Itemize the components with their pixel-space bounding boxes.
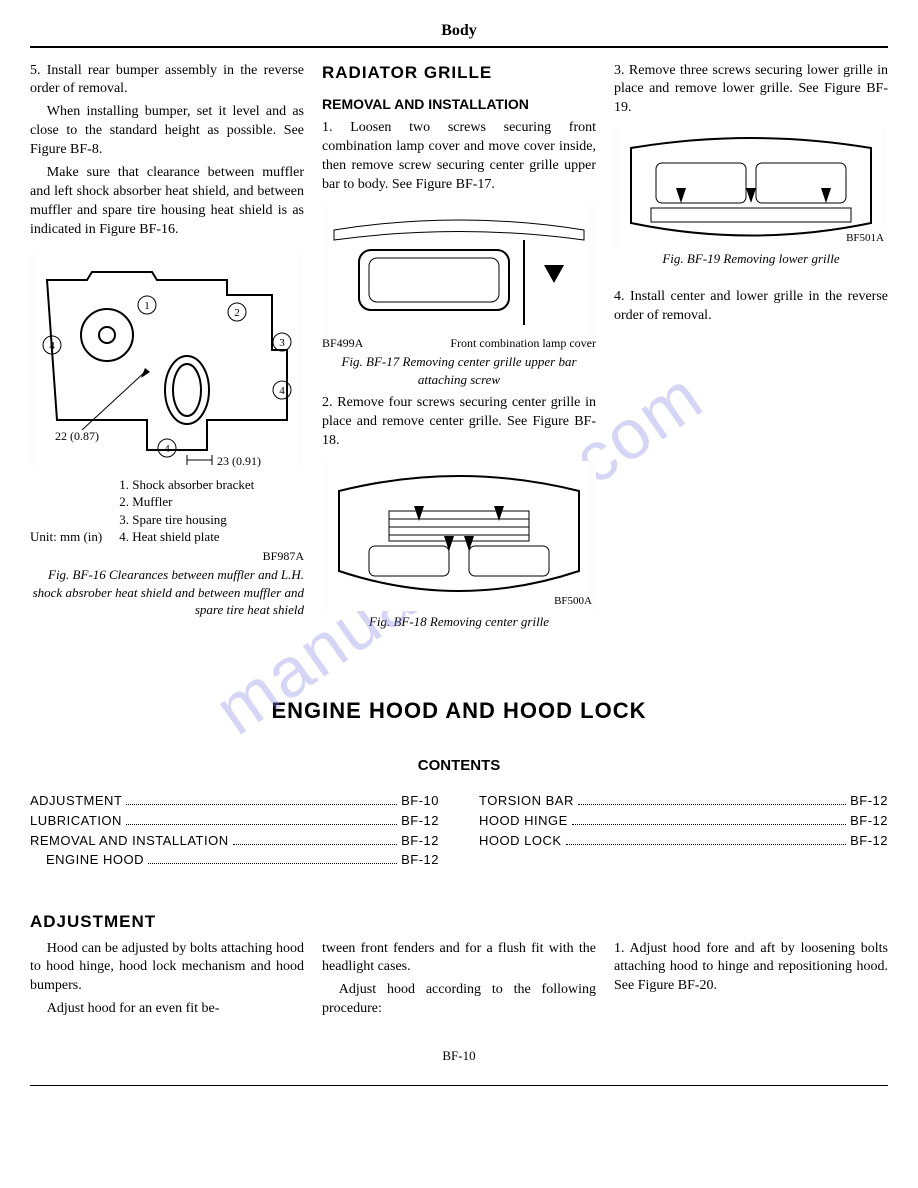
col1-step5: 5. Install rear bumper assembly in the r… bbox=[30, 62, 304, 100]
adjustment-three-column: Hood can be adjusted by bolts attaching … bbox=[30, 940, 888, 1024]
toc-dots bbox=[126, 824, 397, 825]
figure-bf17-diagram bbox=[322, 205, 596, 335]
bf16-code: BF987A bbox=[30, 548, 304, 564]
bf16-svg: 1 2 3 4 4 4 22 (0.87) 23 (0.91) bbox=[30, 250, 304, 470]
engine-hood-heading: ENGINE HOOD AND HOOD LOCK bbox=[30, 696, 888, 726]
toc-right-col: TORSION BARBF-12HOOD HINGEBF-12HOOD LOCK… bbox=[479, 790, 888, 870]
toc-label: TORSION BAR bbox=[479, 792, 574, 810]
toc-label: HOOD HINGE bbox=[479, 812, 568, 830]
removal-installation-heading: REMOVAL AND INSTALLATION bbox=[322, 95, 596, 114]
bf17-label: Front combination lamp cover bbox=[450, 335, 596, 351]
toc-line: LUBRICATION BF-12 bbox=[30, 812, 439, 830]
svg-text:4: 4 bbox=[279, 385, 285, 397]
toc-page: BF-12 bbox=[401, 812, 439, 830]
radiator-grille-heading: RADIATOR GRILLE bbox=[322, 62, 596, 85]
toc-dots bbox=[566, 844, 847, 845]
toc-label: HOOD LOCK bbox=[479, 832, 562, 850]
col2-step2: 2. Remove four screws securing center gr… bbox=[322, 394, 596, 451]
legend-item: Heat shield plate bbox=[132, 528, 254, 546]
col3-step3: 3. Remove three screws securing lower gr… bbox=[614, 62, 888, 119]
upper-three-column-region: 5. Install rear bumper assembly in the r… bbox=[30, 62, 888, 637]
figure-bf18-diagram: BF500A bbox=[322, 461, 596, 611]
toc-line: HOOD LOCK BF-12 bbox=[479, 832, 888, 850]
adj-c1p2: Adjust hood for an even fit be- bbox=[30, 1000, 304, 1019]
adj-c3p1: 1. Adjust hood fore and aft by loosening… bbox=[614, 940, 888, 997]
bf17-code: BF499A bbox=[322, 335, 363, 351]
toc-line: HOOD HINGE BF-12 bbox=[479, 812, 888, 830]
adjustment-heading: ADJUSTMENT bbox=[30, 911, 888, 934]
bf19-code: BF501A bbox=[846, 231, 884, 246]
toc-page: BF-12 bbox=[850, 812, 888, 830]
toc-dots bbox=[148, 863, 397, 864]
toc-dots bbox=[578, 804, 846, 805]
toc-line: REMOVAL AND INSTALLATION BF-12 bbox=[30, 832, 439, 850]
bf19-svg bbox=[614, 128, 888, 248]
figure-bf19: BF501A Fig. BF-19 Removing lower grille bbox=[614, 128, 888, 268]
column-3: 3. Remove three screws securing lower gr… bbox=[614, 62, 888, 637]
bf17-svg bbox=[322, 205, 596, 335]
svg-text:4: 4 bbox=[49, 340, 55, 352]
svg-text:4: 4 bbox=[164, 443, 170, 455]
svg-text:3: 3 bbox=[279, 337, 285, 349]
toc-label: REMOVAL AND INSTALLATION bbox=[30, 832, 229, 850]
page-number: BF-10 bbox=[30, 1047, 888, 1065]
adj-col1: Hood can be adjusted by bolts attaching … bbox=[30, 940, 304, 1024]
page-title: Body bbox=[30, 20, 888, 48]
toc-page: BF-12 bbox=[850, 832, 888, 850]
toc-page: BF-12 bbox=[850, 792, 888, 810]
bf18-caption: Fig. BF-18 Removing center grille bbox=[322, 613, 596, 631]
toc-label: ADJUSTMENT bbox=[30, 792, 122, 810]
toc-dots bbox=[126, 804, 397, 805]
col1-para-install-note: When installing bumper, set it level and… bbox=[30, 103, 304, 160]
toc-page: BF-12 bbox=[401, 851, 439, 869]
contents-table: ADJUSTMENTBF-10LUBRICATIONBF-12REMOVAL A… bbox=[30, 790, 888, 870]
bottom-rule bbox=[30, 1085, 888, 1086]
col3-step4: 4. Install center and lower grille in th… bbox=[614, 288, 888, 326]
bf18-code: BF500A bbox=[554, 594, 592, 609]
figure-bf17: BF499A Front combination lamp cover Fig.… bbox=[322, 205, 596, 388]
toc-dots bbox=[233, 844, 397, 845]
figure-bf18: BF500A Fig. BF-18 Removing center grille bbox=[322, 461, 596, 631]
col1-para-clearance: Make sure that clearance between muffler… bbox=[30, 164, 304, 240]
contents-heading: CONTENTS bbox=[30, 756, 888, 776]
col2-step1: 1. Loosen two screws securing front comb… bbox=[322, 119, 596, 195]
adj-c1p1: Hood can be adjusted by bolts attaching … bbox=[30, 940, 304, 997]
figure-bf16: 1 2 3 4 4 4 22 (0.87) 23 (0.91) bbox=[30, 250, 304, 470]
bf16-dim2: 23 (0.91) bbox=[217, 454, 261, 468]
toc-left-col: ADJUSTMENTBF-10LUBRICATIONBF-12REMOVAL A… bbox=[30, 790, 439, 870]
toc-label: ENGINE HOOD bbox=[46, 851, 144, 869]
bf16-legend: Unit: mm (in) Shock absorber bracket Muf… bbox=[30, 476, 304, 546]
bf16-caption: Fig. BF-16 Clearances between muffler an… bbox=[30, 566, 304, 619]
adj-col3: 1. Adjust hood fore and aft by loosening… bbox=[614, 940, 888, 1024]
figure-bf19-diagram: BF501A bbox=[614, 128, 888, 248]
legend-item: Shock absorber bracket bbox=[132, 476, 254, 494]
legend-item: Spare tire housing bbox=[132, 511, 254, 529]
column-1: 5. Install rear bumper assembly in the r… bbox=[30, 62, 304, 637]
figure-bf16-diagram: 1 2 3 4 4 4 22 (0.87) 23 (0.91) bbox=[30, 250, 304, 470]
toc-page: BF-12 bbox=[401, 832, 439, 850]
toc-label: LUBRICATION bbox=[30, 812, 122, 830]
toc-line: TORSION BAR BF-12 bbox=[479, 792, 888, 810]
svg-text:1: 1 bbox=[144, 300, 150, 312]
column-2: RADIATOR GRILLE REMOVAL AND INSTALLATION… bbox=[322, 62, 596, 637]
toc-dots bbox=[572, 824, 846, 825]
svg-text:2: 2 bbox=[234, 307, 240, 319]
toc-page: BF-10 bbox=[401, 792, 439, 810]
bf18-svg bbox=[322, 461, 596, 611]
bf16-unit: Unit: mm (in) bbox=[30, 528, 102, 546]
toc-line: ADJUSTMENT BF-10 bbox=[30, 792, 439, 810]
adj-c2p2: Adjust hood according to the following p… bbox=[322, 981, 596, 1019]
bf16-dim1: 22 (0.87) bbox=[55, 429, 99, 443]
bf19-caption: Fig. BF-19 Removing lower grille bbox=[614, 250, 888, 268]
legend-item: Muffler bbox=[132, 493, 254, 511]
toc-line: ENGINE HOOD BF-12 bbox=[30, 851, 439, 869]
adj-col2: tween front fenders and for a flush fit … bbox=[322, 940, 596, 1024]
adj-c2p1: tween front fenders and for a flush fit … bbox=[322, 940, 596, 978]
bf17-caption: Fig. BF-17 Removing center grille upper … bbox=[322, 353, 596, 388]
